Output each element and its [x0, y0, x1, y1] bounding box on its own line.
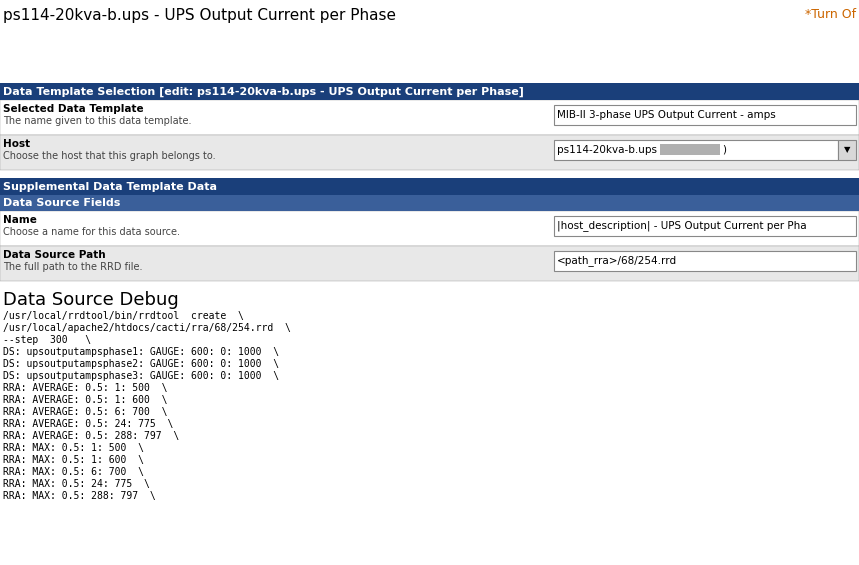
Bar [554, 251, 856, 271]
Text: ): ) [722, 145, 726, 155]
Text: <path_rra>/68/254.rrd: <path_rra>/68/254.rrd [557, 255, 677, 267]
Text: MIB-II 3-phase UPS Output Current - amps: MIB-II 3-phase UPS Output Current - amps [557, 110, 776, 120]
Bar [0, 100, 859, 135]
Text: Choose the host that this graph belongs to.: Choose the host that this graph belongs … [3, 151, 216, 161]
Text: RRA: MAX: 0.5: 1: 600  \: RRA: MAX: 0.5: 1: 600 \ [3, 455, 144, 465]
Text: /usr/local/apache2/htdocs/cacti/rra/68/254.rrd  \: /usr/local/apache2/htdocs/cacti/rra/68/2… [3, 323, 291, 333]
Bar [0, 135, 859, 170]
Text: Host: Host [3, 139, 30, 149]
Text: RRA: AVERAGE: 0.5: 1: 600  \: RRA: AVERAGE: 0.5: 1: 600 \ [3, 395, 168, 405]
Bar [554, 105, 856, 125]
Text: --step  300   \: --step 300 \ [3, 335, 91, 345]
Text: The full path to the RRD file.: The full path to the RRD file. [3, 262, 143, 272]
Bar [838, 140, 856, 160]
Bar [660, 144, 720, 155]
Text: ps114-20kva-b.ups - UPS Output Current per Phase: ps114-20kva-b.ups - UPS Output Current p… [3, 8, 396, 23]
Text: RRA: MAX: 0.5: 6: 700  \: RRA: MAX: 0.5: 6: 700 \ [3, 467, 144, 477]
Bar [0, 246, 859, 281]
Text: RRA: AVERAGE: 0.5: 288: 797  \: RRA: AVERAGE: 0.5: 288: 797 \ [3, 431, 180, 441]
Bar [0, 178, 859, 195]
Bar [0, 211, 859, 246]
Text: Data Template Selection [edit: ps114-20kva-b.ups - UPS Output Current per Phase]: Data Template Selection [edit: ps114-20k… [3, 86, 524, 97]
Text: ▼: ▼ [844, 146, 850, 154]
Text: /usr/local/rrdtool/bin/rrdtool  create  \: /usr/local/rrdtool/bin/rrdtool create \ [3, 311, 244, 321]
Text: RRA: MAX: 0.5: 1: 500  \: RRA: MAX: 0.5: 1: 500 \ [3, 443, 144, 453]
Bar [554, 216, 856, 236]
Text: RRA: AVERAGE: 0.5: 6: 700  \: RRA: AVERAGE: 0.5: 6: 700 \ [3, 407, 168, 417]
Text: Data Source Path: Data Source Path [3, 250, 106, 260]
Bar [0, 195, 859, 211]
Text: DS: upsoutputampsphase2: GAUGE: 600: 0: 1000  \: DS: upsoutputampsphase2: GAUGE: 600: 0: … [3, 359, 279, 369]
Text: RRA: AVERAGE: 0.5: 1: 500  \: RRA: AVERAGE: 0.5: 1: 500 \ [3, 383, 168, 393]
Text: *Turn Of: *Turn Of [805, 8, 856, 21]
Text: RRA: MAX: 0.5: 24: 775  \: RRA: MAX: 0.5: 24: 775 \ [3, 479, 149, 489]
Bar [0, 83, 859, 100]
Text: Name: Name [3, 215, 37, 225]
Bar [554, 140, 838, 160]
Text: The name given to this data template.: The name given to this data template. [3, 116, 192, 126]
Text: Supplemental Data Template Data: Supplemental Data Template Data [3, 181, 217, 192]
Text: RRA: AVERAGE: 0.5: 24: 775  \: RRA: AVERAGE: 0.5: 24: 775 \ [3, 419, 174, 429]
Text: DS: upsoutputampsphase3: GAUGE: 600: 0: 1000  \: DS: upsoutputampsphase3: GAUGE: 600: 0: … [3, 371, 279, 381]
Text: RRA: MAX: 0.5: 288: 797  \: RRA: MAX: 0.5: 288: 797 \ [3, 491, 155, 501]
Text: Data Source Fields: Data Source Fields [3, 198, 120, 208]
Text: DS: upsoutputampsphase1: GAUGE: 600: 0: 1000  \: DS: upsoutputampsphase1: GAUGE: 600: 0: … [3, 347, 279, 357]
Text: Data Source Debug: Data Source Debug [3, 291, 179, 309]
Text: Choose a name for this data source.: Choose a name for this data source. [3, 227, 180, 237]
Text: Selected Data Template: Selected Data Template [3, 104, 143, 114]
Text: ps114-20kva-b.ups (: ps114-20kva-b.ups ( [557, 145, 664, 155]
Text: |host_description| - UPS Output Current per Pha: |host_description| - UPS Output Current … [557, 220, 807, 232]
